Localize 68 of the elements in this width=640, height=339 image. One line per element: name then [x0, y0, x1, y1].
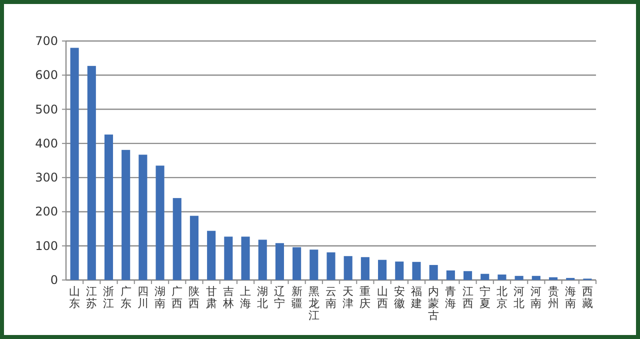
x-tick-label: 青海 — [445, 285, 456, 310]
x-tick-label: 贵州 — [548, 285, 559, 310]
x-tick-label: 广西 — [172, 285, 183, 310]
x-tick-label: 上海 — [240, 285, 252, 310]
x-tick-label: 广东 — [120, 285, 132, 310]
y-tick-label: 300 — [35, 170, 58, 185]
x-tick-label: 吉林 — [222, 285, 234, 310]
bar — [464, 271, 472, 280]
bar — [412, 262, 421, 280]
x-tick-label: 浙江 — [103, 285, 114, 310]
y-tick-label: 600 — [35, 68, 58, 82]
x-tick-label: 湖南 — [154, 285, 166, 310]
x-tick-label: 陕西 — [188, 285, 200, 310]
x-tick-label: 海南 — [564, 285, 576, 310]
y-tick-label: 500 — [35, 102, 58, 116]
y-tick-label: 200 — [35, 204, 58, 219]
bar — [548, 277, 558, 280]
bar — [532, 276, 540, 280]
y-tick-label: 400 — [35, 136, 58, 150]
y-tick-label: 100 — [35, 238, 58, 253]
x-tick-label: 河北 — [514, 285, 525, 310]
bar — [310, 250, 318, 280]
x-tick-label: 云南 — [326, 285, 336, 310]
x-tick-label: 辽宁 — [274, 285, 286, 310]
x-tick-label: 内蒙古 — [428, 285, 440, 322]
bar — [378, 260, 387, 280]
bar — [207, 230, 216, 280]
bar — [514, 276, 524, 280]
x-tick-label: 江西 — [462, 285, 474, 310]
x-tick-label: 山东 — [69, 285, 80, 310]
bar — [156, 166, 164, 280]
bar — [326, 252, 336, 280]
bar — [138, 154, 148, 280]
x-tick-label: 甘肃 — [206, 285, 217, 310]
x-tick-label: 新疆 — [291, 285, 302, 310]
bar — [104, 134, 114, 280]
x-tick-label: 山西 — [376, 285, 388, 310]
bar — [70, 48, 79, 280]
x-tick-label: 黑龙江 — [308, 285, 320, 322]
x-tick-label: 宁夏 — [479, 285, 490, 310]
bar — [224, 236, 233, 280]
bar — [122, 150, 130, 280]
x-tick-label: 天津 — [342, 285, 354, 310]
bar — [258, 240, 267, 280]
bar — [446, 270, 455, 280]
bar — [292, 247, 302, 280]
bar — [480, 274, 490, 280]
x-tick-label: 四川 — [137, 285, 148, 310]
y-tick-label: 0 — [50, 273, 58, 287]
x-tick-label: 重庆 — [360, 285, 371, 310]
x-tick-label: 北京 — [496, 285, 508, 310]
x-tick-label: 安徽 — [394, 285, 405, 310]
x-tick-label: 河南 — [530, 285, 542, 310]
bar — [360, 257, 370, 280]
bar — [87, 66, 96, 280]
x-tick-label: 福建 — [410, 285, 422, 310]
bar — [429, 264, 438, 280]
bar — [344, 256, 352, 280]
bar — [498, 274, 506, 280]
x-tick-label: 湖北 — [257, 285, 268, 310]
x-tick-label: 江苏 — [86, 285, 98, 310]
y-tick-label: 700 — [35, 34, 58, 48]
bar — [241, 236, 250, 280]
bar — [190, 216, 198, 280]
bar — [275, 243, 284, 280]
bar — [395, 262, 404, 280]
x-tick-label: 西藏 — [582, 285, 593, 310]
bar — [172, 198, 182, 280]
